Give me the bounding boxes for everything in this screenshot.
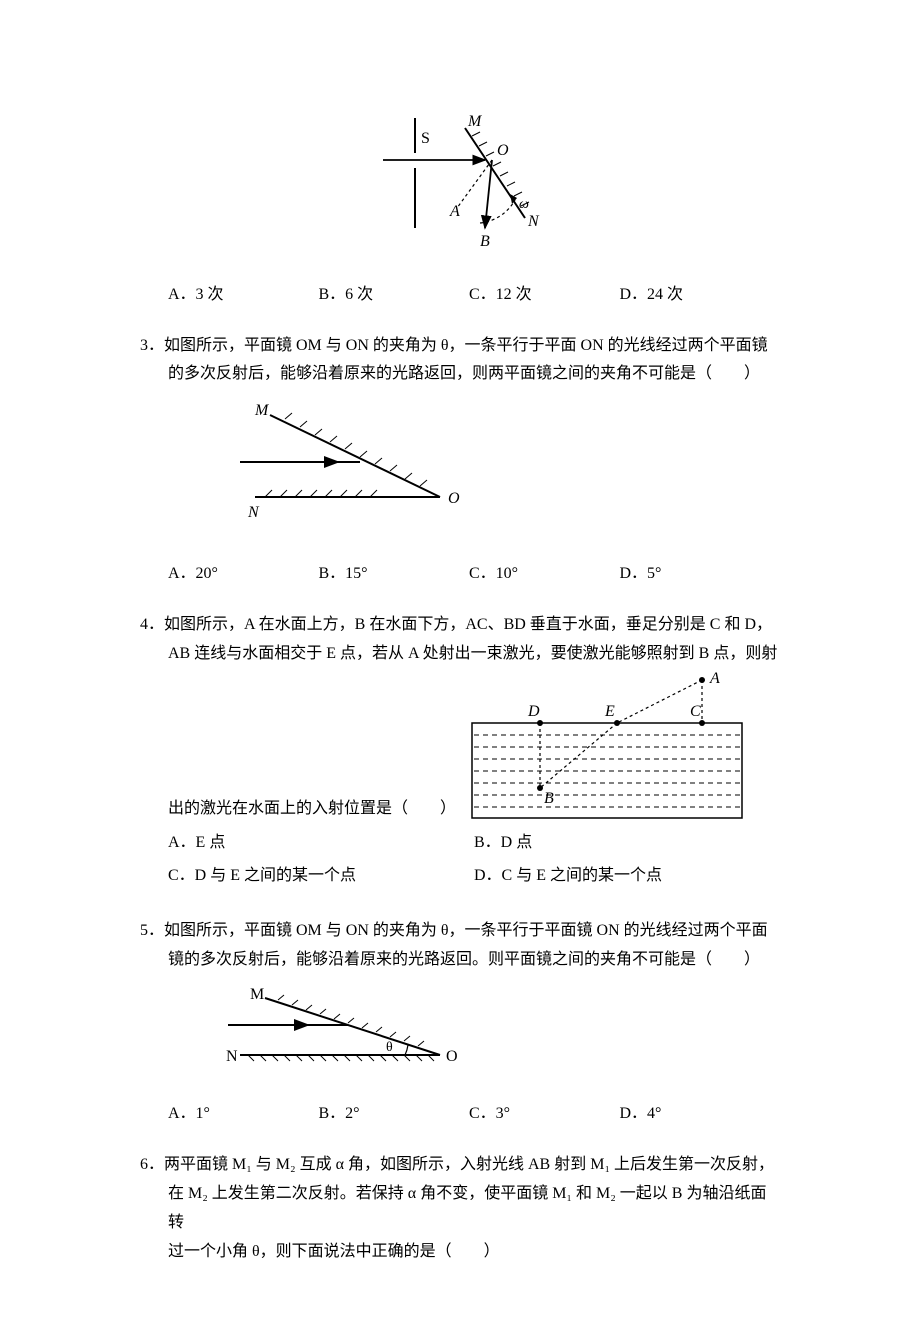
q4-stem1: 4．如图所示，A 在水面上方，B 在水面下方，AC、BD 垂直于水面，垂足分别是… (140, 611, 780, 640)
q4-opt-c: C．D 与 E 之间的某一个点 (168, 862, 474, 891)
q2-figure: S M N O A B ω (140, 108, 780, 269)
q3-N: N (247, 504, 260, 521)
q4-D: D (527, 703, 540, 720)
q6-stem3: 过一个小角 θ，则下面说法中正确的是（ ） (140, 1238, 780, 1267)
q4-B: B (544, 790, 554, 807)
q5-M: M (250, 986, 264, 1003)
q5-opt-c: C．3° (469, 1100, 620, 1129)
label-S: S (421, 130, 430, 147)
q3-opt-b: B．15° (319, 560, 470, 589)
q3-stem1: 3．如图所示，平面镜 OM 与 ON 的夹角为 θ，一条平行于平面 ON 的光线… (140, 332, 780, 361)
q3-O: O (448, 490, 460, 507)
label-A: A (449, 203, 460, 220)
q5-theta: θ (386, 1040, 393, 1055)
q4-A: A (709, 670, 720, 687)
q6-stem2: 在 M₂ 上发生第二次反射。若保持 α 角不变，使平面镜 M₁ 和 M₂ 一起以… (140, 1180, 780, 1238)
q4-opt-d: D．C 与 E 之间的某一个点 (474, 862, 780, 891)
label-N: N (527, 213, 540, 230)
q2-opt-d: D．24 次 (620, 281, 771, 310)
q4-stem2: AB 连线与水面相交于 E 点，若从 A 处射出一束激光，要使激光能够照射到 B… (140, 640, 780, 669)
q3-opt-d: D．5° (620, 560, 771, 589)
q2-diagram: S M N O A B ω (365, 108, 555, 258)
label-M: M (467, 113, 483, 130)
q6: 6．两平面镜 M₁ 与 M₂ 互成 α 角，如图所示，入射光线 AB 射到 M₁… (140, 1151, 780, 1266)
q4-diagram: A B C D E (462, 668, 752, 823)
q2-opt-b: B．6 次 (319, 281, 470, 310)
q3-opt-c: C．10° (469, 560, 620, 589)
q5-stem1: 5．如图所示，平面镜 OM 与 ON 的夹角为 θ，一条平行于平面镜 ON 的光… (140, 917, 780, 946)
q5-O: O (446, 1048, 458, 1065)
q5-figure: M N O θ (200, 983, 780, 1089)
q3-opt-a: A．20° (168, 560, 319, 589)
q4: 4．如图所示，A 在水面上方，B 在水面下方，AC、BD 垂直于水面，垂足分别是… (140, 611, 780, 895)
label-w: ω (519, 197, 529, 212)
q5-options: A．1° B．2° C．3° D．4° (140, 1100, 780, 1129)
label-B: B (480, 233, 490, 250)
q4-stem3: 出的激光在水面上的入射位置是（ ） (168, 795, 456, 824)
q4-opt-a: A．E 点 (168, 829, 474, 858)
q3-stem2: 的多次反射后，能够沿着原来的光路返回，则两平面镜之间的夹角不可能是（ ） (140, 360, 780, 389)
q5-opt-a: A．1° (168, 1100, 319, 1129)
q5: 5．如图所示，平面镜 OM 与 ON 的夹角为 θ，一条平行于平面镜 ON 的光… (140, 917, 780, 1129)
q3-figure: M N O (200, 397, 780, 548)
q3: 3．如图所示，平面镜 OM 与 ON 的夹角为 θ，一条平行于平面 ON 的光线… (140, 332, 780, 589)
q5-stem2: 镜的多次反射后，能够沿着原来的光路返回。则平面镜之间的夹角不可能是（ ） (140, 946, 780, 975)
q4-opt-b: B．D 点 (474, 829, 780, 858)
q4-C: C (690, 703, 701, 720)
q5-N: N (226, 1048, 238, 1065)
q6-stem1: 6．两平面镜 M₁ 与 M₂ 互成 α 角，如图所示，入射光线 AB 射到 M₁… (140, 1151, 780, 1180)
q5-opt-d: D．4° (620, 1100, 771, 1129)
q4-E: E (604, 703, 615, 720)
q3-options: A．20° B．15° C．10° D．5° (140, 560, 780, 589)
q3-M: M (254, 402, 270, 419)
q2-opt-a: A．3 次 (168, 281, 319, 310)
q5-diagram: M N O θ (200, 983, 480, 1078)
label-O: O (497, 142, 509, 159)
q2-options: A．3 次 B．6 次 C．12 次 D．24 次 (140, 281, 780, 310)
q5-opt-b: B．2° (319, 1100, 470, 1129)
q4-options: A．E 点 B．D 点 C．D 与 E 之间的某一个点 D．C 与 E 之间的某… (140, 829, 780, 895)
q3-diagram: M N O (200, 397, 480, 537)
q2-opt-c: C．12 次 (469, 281, 620, 310)
